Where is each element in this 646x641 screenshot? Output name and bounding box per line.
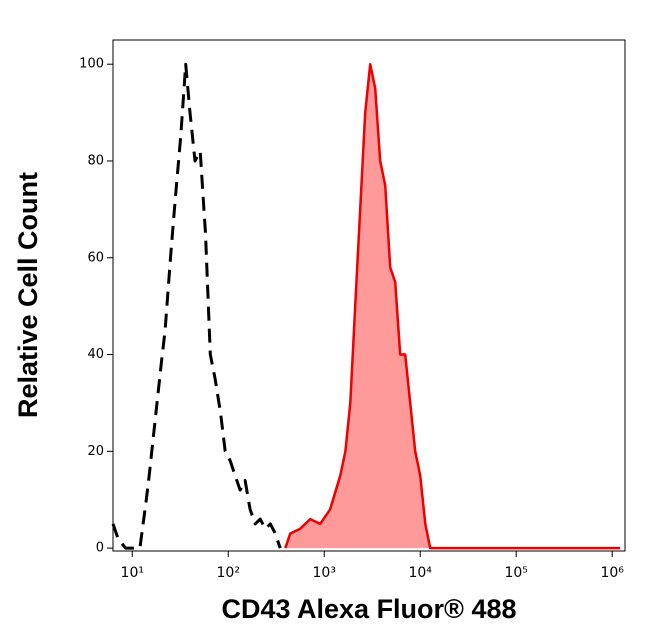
y-axis-title: Relative Cell Count	[13, 172, 43, 418]
x-tick-label: 10³	[313, 565, 336, 581]
x-tick-label: 10⁴	[408, 565, 432, 581]
y-tick-label: 60	[87, 250, 104, 265]
y-tick-label: 80	[87, 153, 104, 168]
y-tick-label: 100	[79, 57, 104, 72]
y-tick-label: 20	[87, 444, 104, 459]
histogram-line	[284, 62, 621, 550]
x-tick-label: 10¹	[121, 565, 144, 581]
x-tick-label: 10⁶	[600, 565, 624, 581]
histogram-fill	[285, 64, 621, 549]
y-tick-label: 0	[96, 541, 104, 556]
x-tick-label: 10⁵	[504, 565, 527, 581]
histogram-line	[111, 62, 282, 550]
y-tick-label: 40	[87, 347, 104, 362]
x-tick-label: 10²	[217, 565, 240, 581]
x-axis-title: CD43 Alexa Fluor® 488	[221, 594, 516, 624]
plot-frame	[112, 39, 626, 552]
